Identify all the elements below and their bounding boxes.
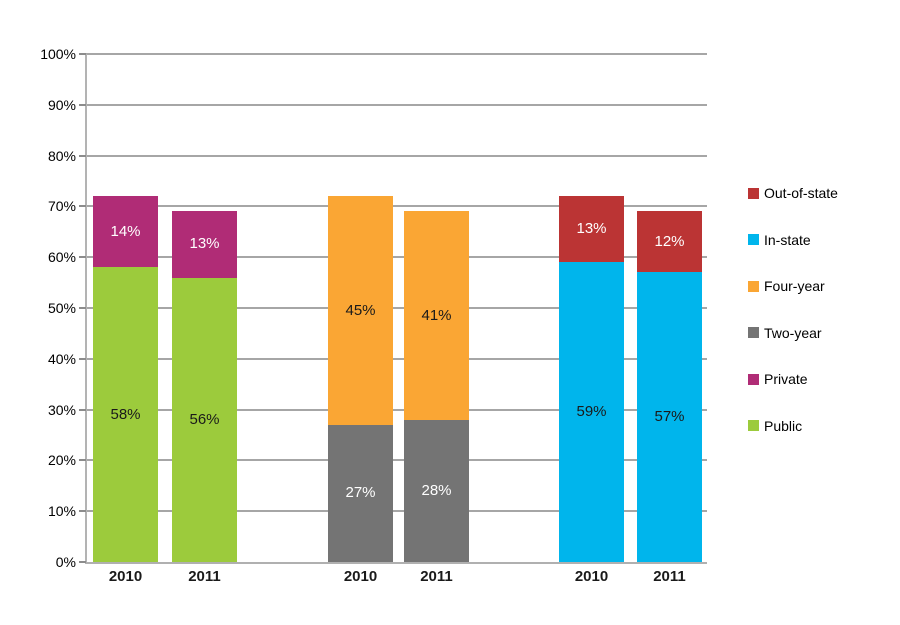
gridline [86, 307, 707, 309]
legend-swatch [748, 280, 759, 292]
gridline [86, 408, 707, 411]
legend-swatch [748, 420, 759, 431]
y-axis-tick [79, 408, 86, 411]
bar-segment-label: 57% [654, 408, 685, 426]
y-axis-tick [79, 103, 86, 106]
y-axis-label: 70% [47, 198, 76, 215]
bar-segment-label: 56% [189, 410, 220, 428]
y-axis-label: 30% [47, 401, 76, 418]
y-axis-label: 80% [47, 147, 76, 164]
bar-two-year-2011: 28% [404, 419, 469, 562]
x-axis-label: 2010 [343, 568, 378, 585]
legend-swatch [748, 327, 759, 338]
gridline [86, 103, 707, 106]
y-axis-label: 50% [47, 300, 76, 316]
bar-private-2010: 14% [93, 196, 158, 268]
y-axis-tick [79, 510, 86, 513]
bar-in-state-2011: 57% [637, 272, 702, 562]
bar-four-year-2011: 41% [404, 211, 469, 420]
legend-item-four-year: Four-year [748, 277, 825, 295]
legend-label: Private [764, 371, 808, 387]
legend-item-in-state: In-state [748, 231, 811, 249]
y-axis-label: 100% [40, 46, 76, 62]
legend-swatch [748, 234, 759, 245]
y-axis-tick [79, 561, 86, 563]
legend-item-two-year: Two-year [748, 324, 822, 342]
bar-segment-label: 45% [345, 301, 376, 319]
bar-two-year-2010: 27% [328, 424, 393, 562]
legend-swatch [748, 373, 759, 385]
bar-segment-label: 27% [345, 484, 376, 502]
gridline [86, 154, 707, 157]
legend-label: In-state [764, 231, 811, 248]
x-axis-label: 2011 [188, 568, 221, 585]
y-axis-label: 0% [55, 554, 76, 570]
gridline [86, 459, 707, 462]
y-axis-label: 20% [47, 452, 76, 469]
bar-segment-label: 12% [654, 232, 685, 250]
x-axis-line [86, 562, 707, 564]
y-axis-line [85, 54, 87, 564]
y-axis-tick [79, 307, 86, 309]
legend-item-private: Private [748, 370, 808, 388]
legend-label: Out-of-state [764, 185, 838, 201]
gridline [86, 53, 707, 55]
gridline [86, 357, 707, 360]
x-axis-label: 2010 [108, 568, 143, 585]
y-axis-tick [79, 459, 86, 462]
y-axis-tick [79, 154, 86, 157]
y-axis-tick [79, 357, 86, 360]
bar-private-2011: 13% [172, 211, 237, 278]
gridline [86, 510, 707, 513]
gridline [86, 256, 707, 259]
bar-in-state-2010: 59% [559, 262, 624, 562]
legend-label: Two-year [764, 324, 822, 341]
bar-four-year-2010: 45% [328, 196, 393, 425]
bar-segment-label: 58% [110, 405, 141, 423]
gridline [86, 205, 707, 208]
x-axis-label: 2010 [574, 568, 609, 585]
y-axis-label: 10% [47, 503, 76, 520]
legend-item-out-of-state: Out-of-state [748, 184, 838, 202]
bar-segment-label: 59% [576, 403, 607, 421]
bar-public-2011: 56% [172, 277, 237, 562]
bar-out-of-state-2010: 13% [559, 196, 624, 263]
bar-segment-label: 13% [576, 220, 607, 238]
y-axis-label: 90% [47, 96, 76, 113]
legend-label: Public [764, 417, 803, 434]
y-axis-label: 60% [47, 249, 76, 266]
y-axis-tick [79, 205, 86, 208]
bar-public-2010: 58% [93, 267, 158, 562]
x-axis-label: 2011 [420, 568, 453, 585]
y-axis-tick [79, 256, 86, 259]
bar-segment-label: 14% [110, 222, 141, 240]
y-axis-label: 40% [47, 350, 76, 367]
bar-segment-label: 41% [421, 306, 452, 324]
legend-swatch [748, 187, 759, 199]
legend-item-public: Public [748, 417, 802, 435]
bar-segment-label: 13% [189, 235, 220, 253]
bar-segment-label: 28% [421, 481, 452, 499]
y-axis-tick [79, 53, 86, 55]
legend-label: Four-year [764, 278, 825, 294]
x-axis-label: 2011 [653, 568, 686, 585]
bar-out-of-state-2011: 12% [637, 211, 702, 273]
